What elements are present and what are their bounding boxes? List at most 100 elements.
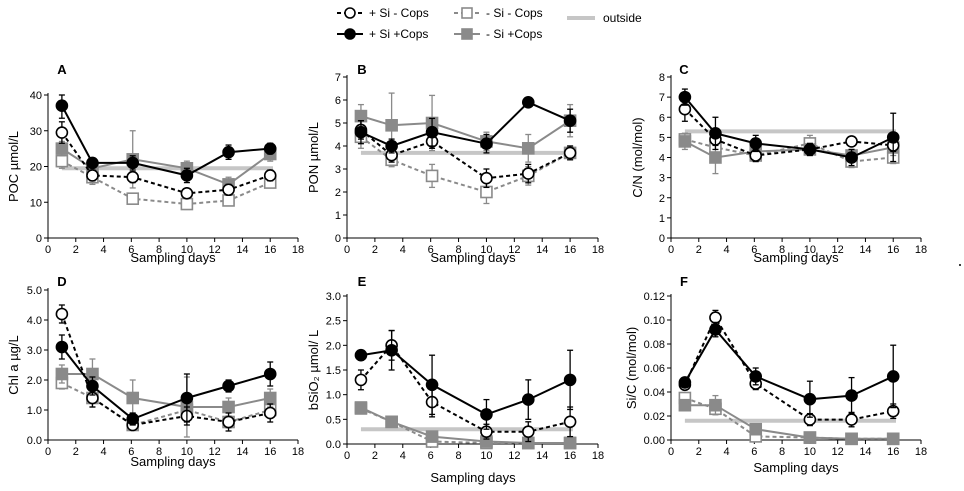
y-tick-label: 3 — [335, 164, 341, 176]
data-point — [425, 169, 439, 183]
x-tick-label: 4 — [723, 446, 729, 458]
data-point — [803, 392, 817, 406]
x-tick-label: 6 — [128, 244, 134, 256]
panel-E: 0 2 4 6 8 10 12 14 16 18 0.0 0.5 1.0 1.5 2.0 2.5 3.0 E Sam… — [306, 274, 604, 485]
y-tick-label: 3.0 — [27, 345, 42, 357]
data-point — [678, 90, 692, 104]
legend-label: - Si +Cops — [486, 27, 542, 41]
data-point — [55, 99, 69, 113]
data-point — [563, 114, 577, 127]
y-tick-label: 0.08 — [644, 339, 665, 351]
y-tick-label: 0 — [36, 233, 42, 245]
series-line — [61, 346, 271, 421]
x-tick-label: 6 — [128, 446, 134, 458]
panel-A: 0 2 4 6 8 10 12 14 16 18 0 10 20 30 40 A Sampling days PO… — [6, 62, 304, 265]
y-tick-label: 20 — [30, 162, 42, 174]
x-tick-label: 14 — [536, 244, 548, 256]
data-point — [521, 167, 535, 180]
data-point — [385, 119, 398, 132]
y-tick-label: 1.0 — [326, 390, 341, 402]
series-noSiCops — [354, 401, 577, 450]
data-point — [563, 373, 577, 387]
x-tick-label: 8 — [156, 446, 162, 458]
data-point — [263, 391, 277, 405]
data-point — [126, 391, 140, 405]
x-tick-label: 10 — [804, 446, 816, 458]
x-axis-label: Sampling days — [753, 460, 839, 475]
data-point — [886, 432, 900, 446]
series-siCops — [678, 321, 900, 418]
data-point — [222, 183, 235, 197]
data-point — [709, 398, 722, 412]
x-axis-label: Sampling days — [753, 250, 839, 265]
y-tick-label: 0 — [659, 233, 665, 245]
x-axis-label: Sampling days — [130, 250, 216, 265]
data-point — [126, 156, 140, 170]
data-point — [354, 109, 368, 123]
y-tick-label: 10 — [30, 197, 42, 209]
series-siCops — [678, 88, 900, 167]
data-point — [126, 170, 140, 184]
y-tick-label: 40 — [30, 90, 42, 102]
x-tick-label: 2 — [696, 446, 702, 458]
y-tick-label: 6 — [335, 95, 341, 107]
y-tick-label: 0.02 — [644, 411, 665, 423]
y-axis-label: PON µmol/L — [306, 122, 321, 193]
data-point — [263, 142, 277, 155]
data-point — [709, 151, 722, 164]
legend-label: - Si - Cops — [486, 6, 543, 20]
data-point — [480, 171, 493, 185]
data-point — [222, 145, 235, 159]
data-point — [354, 348, 368, 362]
data-point — [180, 391, 194, 405]
series-line — [684, 96, 894, 159]
y-axis-label: Chl a µg/L — [6, 335, 21, 395]
data-point — [425, 125, 439, 139]
data-point — [521, 393, 535, 406]
data-point — [86, 379, 99, 393]
data-point — [563, 436, 577, 450]
data-point — [563, 146, 577, 160]
x-tick-label: 8 — [156, 244, 162, 256]
y-tick-label: 2 — [659, 193, 665, 205]
x-tick-label: 18 — [592, 244, 604, 256]
legend-label: + Si +Cops — [369, 27, 428, 41]
x-axis-label: Sampling days — [130, 454, 216, 469]
y-tick-label: 0.12 — [644, 291, 665, 303]
data-point — [480, 408, 493, 421]
legend-marker — [461, 7, 473, 19]
data-point — [803, 431, 817, 444]
series-siNoCops — [55, 121, 277, 200]
x-tick-label: 0 — [344, 244, 350, 256]
series-line — [61, 131, 271, 195]
x-tick-label: 4 — [723, 244, 729, 256]
x-tick-label: 10 — [181, 446, 193, 458]
data-point — [180, 169, 194, 182]
data-point — [521, 96, 535, 109]
legend: + Si - Cops + Si +Cops - Si - Cops - Si +Co… — [337, 6, 642, 41]
x-tick-label: 14 — [536, 450, 548, 462]
stray-dot — [959, 264, 961, 266]
x-tick-label: 4 — [100, 446, 106, 458]
data-point — [480, 185, 493, 199]
data-point — [55, 367, 69, 381]
series-line — [683, 315, 894, 421]
x-tick-label: 2 — [372, 450, 378, 462]
series-line — [360, 407, 571, 444]
y-tick-label: 5 — [659, 132, 665, 144]
data-point — [425, 378, 439, 392]
legend-item-outside: outside — [567, 11, 642, 25]
y-axis-label: C/N (mol/mol) — [630, 117, 645, 197]
data-point — [263, 367, 277, 381]
x-tick-label: 16 — [564, 244, 576, 256]
x-tick-label: 4 — [400, 450, 406, 462]
series-noSiCops — [678, 394, 900, 446]
x-tick-label: 4 — [100, 244, 106, 256]
data-point — [222, 400, 235, 414]
data-point — [126, 192, 140, 205]
data-point — [55, 340, 69, 354]
y-tick-label: 0.0 — [326, 439, 341, 451]
